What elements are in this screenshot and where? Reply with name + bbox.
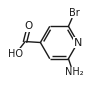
Text: Br: Br xyxy=(69,8,80,18)
Text: HO: HO xyxy=(8,49,23,59)
Text: O: O xyxy=(25,21,33,31)
Text: N: N xyxy=(74,37,82,48)
Text: NH₂: NH₂ xyxy=(65,67,84,77)
